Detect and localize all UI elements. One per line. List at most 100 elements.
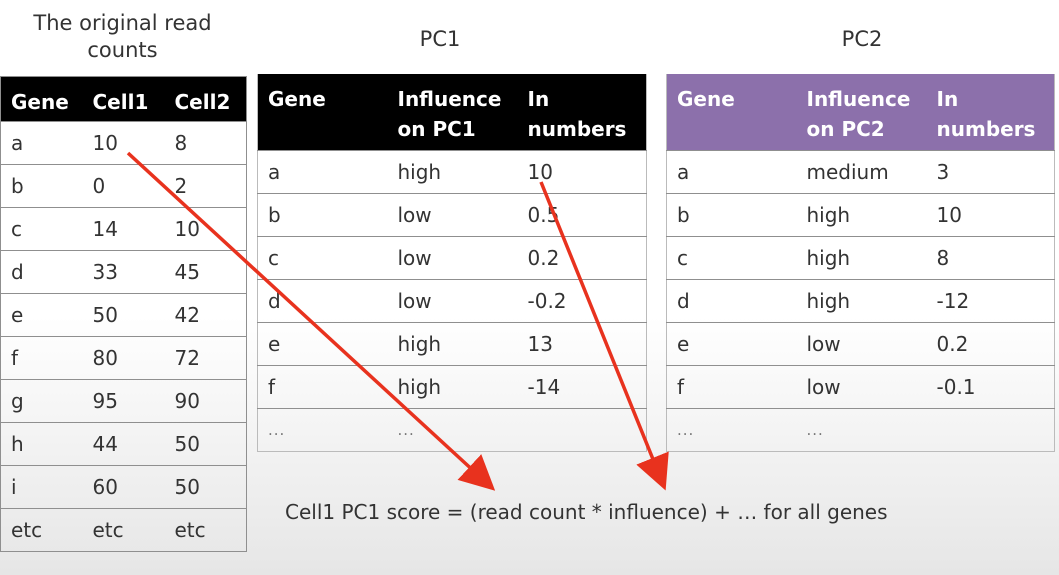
- caption-original-read-counts: The original read counts: [33, 11, 212, 62]
- table-cell: low: [387, 279, 518, 323]
- table-cell: 50: [164, 422, 247, 466]
- column-header: In numbers: [517, 74, 647, 151]
- table-cell: f: [257, 365, 388, 409]
- table-cell: 45: [164, 250, 247, 294]
- table-cell: 8: [926, 236, 1055, 280]
- table-cell: 0.2: [517, 236, 647, 280]
- table-row: e high 13: [257, 322, 647, 366]
- table-cell: b: [0, 164, 83, 208]
- table-cell: e: [0, 293, 83, 337]
- table-cell: i: [0, 465, 83, 509]
- column-header: Cell1: [82, 76, 165, 122]
- read-counts-body: a 10 8 b 0 2 c 14 10 d 33 45 e 50 42 f 80 72 g 95 90 h 44 50 i 60…: [0, 121, 247, 552]
- table-row: b low 0.5: [257, 193, 647, 237]
- caption-pc1: PC1: [419, 27, 461, 51]
- table-cell: a: [257, 150, 388, 194]
- table-cell: e: [666, 322, 797, 366]
- column-header: Gene: [0, 76, 83, 122]
- table-cell: d: [257, 279, 388, 323]
- pc1-body: a high 10 b low 0.5 c low 0.2 d low -0.2 e high 13 f hig…: [257, 150, 647, 452]
- table-cell: b: [257, 193, 388, 237]
- caption-pc2: PC2: [841, 27, 883, 51]
- table-cell: 95: [82, 379, 165, 423]
- table-cell: 10: [164, 207, 247, 251]
- read-counts-table: Gene Cell1 Cell2 a 10 8 b 0 2 c 14 10 d 33 45 e 50 42 f…: [0, 76, 247, 552]
- table-cell: -0.1: [926, 365, 1055, 409]
- table-cell: low: [796, 322, 927, 366]
- table-cell: g: [0, 379, 83, 423]
- table-row: h 44 50: [0, 422, 247, 466]
- table-cell: d: [0, 250, 83, 294]
- table-cell: high: [387, 365, 518, 409]
- table-row: b high 10: [666, 193, 1055, 237]
- pc1-influence-table: Gene Influence on PC1 In numbers a high 10…: [257, 74, 647, 452]
- table-row: g 95 90: [0, 379, 247, 423]
- table-cell: a: [666, 150, 797, 194]
- table-row: ......: [257, 408, 647, 452]
- pc1-score-formula: Cell1 PC1 score = (read count * influenc…: [285, 500, 888, 524]
- table-cell: a: [0, 121, 83, 165]
- table-cell: high: [387, 322, 518, 366]
- table-cell: 50: [164, 465, 247, 509]
- table-cell: [926, 408, 1055, 452]
- table-cell: etc: [82, 508, 165, 552]
- column-header: Gene: [257, 74, 388, 151]
- table-row: d low -0.2: [257, 279, 647, 323]
- table-cell: ...: [257, 408, 388, 452]
- table-row: d 33 45: [0, 250, 247, 294]
- table-row: c high 8: [666, 236, 1055, 280]
- table-header-row: Gene Cell1 Cell2: [0, 76, 247, 122]
- table-cell: ...: [387, 408, 518, 452]
- table-cell: c: [257, 236, 388, 280]
- table-cell: ...: [796, 408, 927, 452]
- pc2-body: a medium 3 b high 10 c high 8 d high -12 e low 0.2 f low…: [666, 150, 1055, 452]
- table-row: f high -14: [257, 365, 647, 409]
- arrow-read-count-to-formula: [126, 151, 496, 491]
- table-cell: d: [666, 279, 797, 323]
- table-row: e 50 42: [0, 293, 247, 337]
- column-header: In numbers: [926, 74, 1055, 151]
- table-row: c low 0.2: [257, 236, 647, 280]
- column-header: Cell2: [164, 76, 247, 122]
- table-cell: 0.2: [926, 322, 1055, 366]
- table-cell: high: [796, 193, 927, 237]
- table-cell: 72: [164, 336, 247, 380]
- table-cell: medium: [796, 150, 927, 194]
- table-row: a high 10: [257, 150, 647, 194]
- table-cell: -12: [926, 279, 1055, 323]
- table-row: i 60 50: [0, 465, 247, 509]
- table-cell: 33: [82, 250, 165, 294]
- table-cell: [517, 408, 647, 452]
- table-row: a medium 3: [666, 150, 1055, 194]
- table-row: a 10 8: [0, 121, 247, 165]
- table-header-row: Gene Influence on PC2 In numbers: [666, 74, 1055, 151]
- table-cell: 60: [82, 465, 165, 509]
- table-cell: h: [0, 422, 83, 466]
- table-cell: 3: [926, 150, 1055, 194]
- table-row: f low -0.1: [666, 365, 1055, 409]
- table-cell: c: [666, 236, 797, 280]
- table-row: c 14 10: [0, 207, 247, 251]
- table-cell: c: [0, 207, 83, 251]
- table-row: d high -12: [666, 279, 1055, 323]
- table-cell: e: [257, 322, 388, 366]
- table-cell: 8: [164, 121, 247, 165]
- pc2-influence-table: Gene Influence on PC2 In numbers a medium…: [666, 74, 1055, 452]
- table-cell: low: [387, 236, 518, 280]
- column-header: Gene: [666, 74, 797, 151]
- table-cell: etc: [0, 508, 83, 552]
- table-cell: f: [666, 365, 797, 409]
- table-cell: low: [796, 365, 927, 409]
- table-cell: 13: [517, 322, 647, 366]
- table-row: ......: [666, 408, 1055, 452]
- table-cell: 90: [164, 379, 247, 423]
- table-cell: ...: [666, 408, 797, 452]
- table-cell: 10: [517, 150, 647, 194]
- column-header: Influence on PC2: [796, 74, 927, 151]
- table-cell: high: [796, 236, 927, 280]
- table-row: f 80 72: [0, 336, 247, 380]
- table-cell: high: [796, 279, 927, 323]
- table-cell: low: [387, 193, 518, 237]
